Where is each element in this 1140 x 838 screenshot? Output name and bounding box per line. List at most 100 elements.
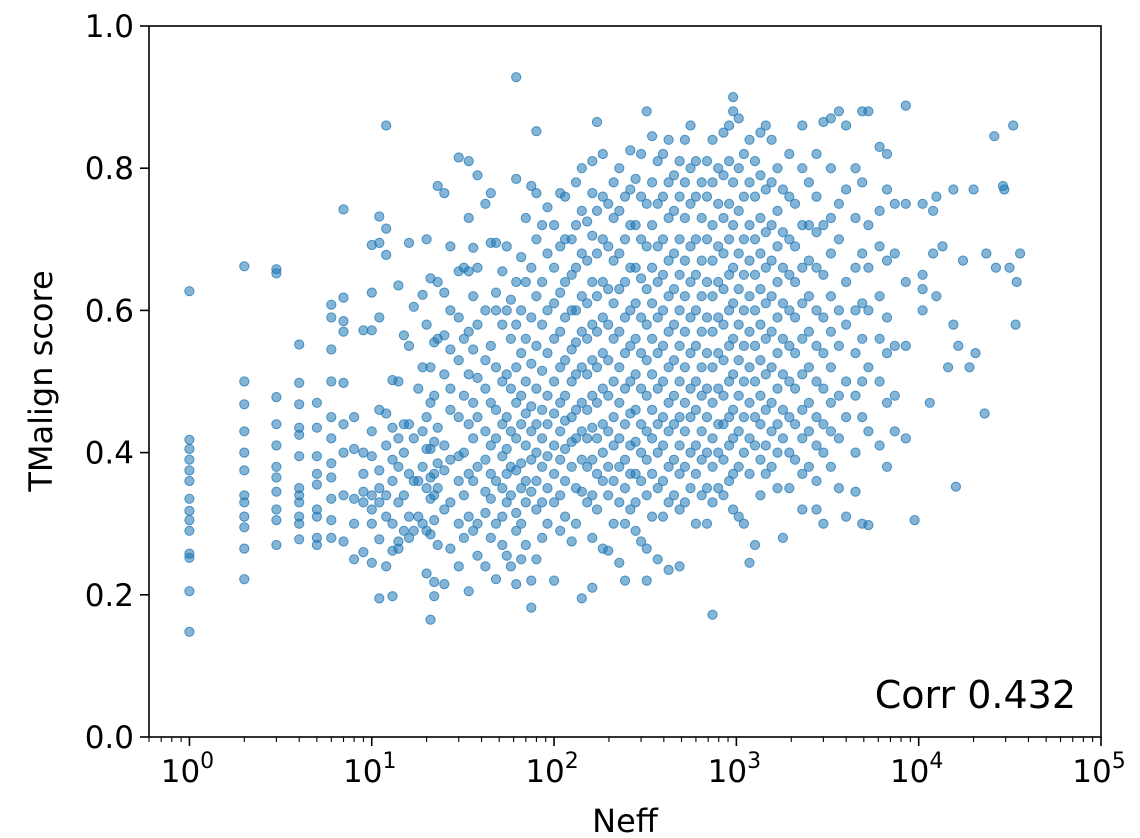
data-point [663, 212, 674, 224]
data-point [777, 227, 789, 238]
data-point [184, 475, 195, 487]
data-point [825, 397, 837, 408]
data-point [652, 312, 663, 323]
data-point [647, 404, 658, 415]
data-point [652, 447, 663, 458]
data-point [679, 362, 691, 373]
data-point [766, 461, 777, 472]
data-point [549, 376, 560, 387]
data-point [755, 248, 766, 259]
data-point [790, 198, 801, 209]
data-point [841, 511, 852, 522]
data-point [811, 504, 822, 515]
data-point [657, 376, 669, 387]
data-point [429, 515, 440, 526]
data-point [311, 422, 322, 433]
y-tick-label: 0.4 [85, 436, 134, 472]
data-point [707, 461, 718, 472]
data-point [294, 399, 305, 410]
data-point [811, 412, 822, 423]
data-point [755, 127, 766, 138]
data-point [760, 333, 771, 344]
data-point [707, 291, 718, 302]
data-point [641, 198, 652, 209]
data-point [825, 163, 837, 174]
data-point [520, 276, 531, 288]
data-point [239, 511, 250, 522]
data-point [531, 291, 542, 302]
data-point [398, 525, 409, 536]
data-point [663, 291, 674, 302]
data-point [760, 369, 771, 380]
data-point [597, 419, 608, 430]
data-point [647, 177, 658, 188]
data-point [614, 326, 625, 337]
data-point [520, 212, 531, 224]
data-point [636, 273, 647, 284]
data-point [641, 284, 652, 295]
data-point [403, 340, 415, 351]
data-point [696, 177, 707, 188]
data-point [881, 255, 893, 266]
data-point [468, 397, 479, 408]
data-point [636, 234, 647, 245]
data-point [490, 433, 502, 444]
data-point [674, 305, 685, 316]
data-point [874, 333, 885, 344]
data-point [917, 198, 928, 209]
data-point [439, 465, 450, 476]
data-point [749, 156, 761, 167]
data-point [591, 248, 603, 259]
data-point [531, 504, 542, 515]
data-point [696, 490, 707, 501]
data-point [239, 261, 250, 272]
data-point [531, 234, 542, 245]
data-point [641, 355, 652, 366]
data-point [772, 276, 783, 288]
data-point [647, 131, 658, 142]
data-point [490, 287, 502, 298]
data-point [381, 408, 392, 419]
data-point [349, 493, 360, 504]
data-point [587, 319, 598, 330]
data-point [641, 106, 652, 117]
data-point [685, 412, 696, 423]
data-point [403, 511, 415, 522]
data-point [674, 504, 685, 515]
data-point [772, 205, 783, 216]
data-point [749, 440, 761, 451]
data-point [889, 340, 900, 351]
data-point [797, 120, 808, 131]
data-point [724, 156, 735, 167]
data-point [511, 579, 522, 590]
data-point [850, 348, 861, 359]
data-point [917, 284, 928, 295]
data-point [326, 472, 337, 483]
data-point [657, 511, 669, 522]
data-point [979, 408, 990, 419]
data-point [398, 447, 409, 458]
data-point [707, 134, 718, 145]
data-point [501, 369, 512, 380]
data-point [326, 299, 337, 310]
data-point [555, 490, 566, 501]
data-point [311, 479, 322, 490]
data-point [537, 532, 548, 544]
data-point [668, 284, 680, 295]
data-point [889, 426, 900, 437]
data-point [511, 362, 522, 373]
data-point [576, 397, 587, 408]
data-point [924, 397, 935, 408]
data-point [366, 325, 377, 336]
data-point [366, 287, 377, 298]
data-point [619, 234, 631, 245]
data-point [657, 340, 669, 351]
data-point [685, 241, 696, 252]
data-point [480, 305, 491, 316]
data-point [582, 433, 593, 444]
data-point [738, 191, 750, 202]
data-point [614, 284, 625, 295]
data-point [619, 518, 631, 529]
data-point [733, 248, 744, 259]
data-point [472, 412, 483, 423]
